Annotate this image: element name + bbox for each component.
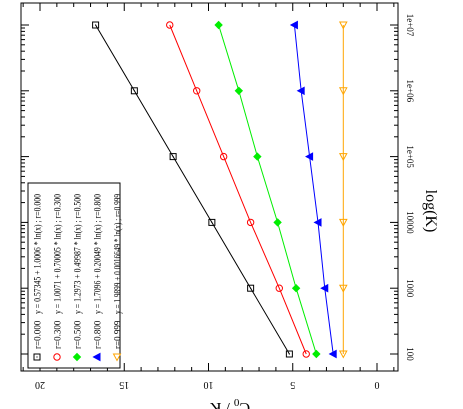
legend-fit-label: y = 1.9899 + 0.0016649 * ln(x) ; r=0.999 [113,194,123,314]
legend-fit-label: y = 1.0071 + 0.70005 * ln(x) ; r=0.300 [53,194,63,314]
series-r=0.500 [214,20,321,359]
legend-marker [112,353,122,362]
y-tick-label: 0 [375,379,380,390]
data-point [320,283,329,293]
series-r=0.000 [92,21,293,358]
data-point [253,152,262,161]
svg-text:C0 / K: C0 / K [209,396,250,409]
legend-marker-center [36,356,38,358]
data-point-center [250,287,252,289]
legend-entry: r=0.500 y = 1.2973 + 0.49987 * ln(x) ; r=… [72,194,83,362]
legend-entry: r=0.800 y = 1.7096 + 0.20049 * ln(x) ; r=… [92,194,103,362]
legend-marker [92,352,101,362]
x-tick-label: 10000 [405,211,415,234]
data-point [275,284,283,292]
legend-marker [33,353,41,361]
legend-entry: r=0.999 y = 1.9899 + 0.0016649 * ln(x) ; … [112,194,123,362]
data-point [273,218,282,227]
data-point [338,218,348,227]
legend-fit-label: y = 1.2973 + 0.49987 * ln(x) ; r=0.500 [73,194,83,314]
data-point [313,218,322,227]
data-point [234,86,244,96]
legend-marker [72,352,82,362]
data-point [166,21,174,29]
data-point [328,349,337,359]
y-tick-label: 20 [35,379,45,390]
data-point [338,284,348,293]
legend-fit-label: y = 1.7096 + 0.20049 * ln(x) ; r=0.800 [93,194,103,314]
data-point [92,21,100,29]
y-tick-label: 15 [119,379,129,390]
y-tick-label: 10 [204,379,214,390]
y-axis-label: C0 / K [209,396,250,409]
data-point-center [211,221,213,223]
legend-marker [53,353,61,361]
data-point [291,283,301,293]
data-point [214,20,223,30]
data-point [193,87,201,95]
data-point [338,350,348,359]
y-axis-label-rest: / K [209,399,233,409]
legend-fit-label: y = 0.57345 + 1.0006 * ln(x) ; r=0.000 [33,194,43,314]
data-point [305,152,314,161]
series-r=0.999 [338,21,348,359]
x-axis-label: log(K) [422,190,439,233]
x-tick-label: 1e+06 [405,80,415,103]
data-point [130,87,138,95]
series-line [293,24,334,355]
y-axis-label-subscript: 0 [233,396,239,408]
data-point [302,350,310,358]
data-point [338,153,348,162]
x-tick-label: 1000 [405,279,415,298]
legend-label: r=0.300 [53,320,63,349]
legend-entry: r=0.300 y = 1.0071 + 0.70005 * ln(x) ; r=… [53,194,63,361]
data-point-center [172,156,174,158]
data-point [338,87,348,96]
legend-entry: r=0.000 y = 0.57345 + 1.0006 * ln(x) ; r=… [33,194,43,361]
data-series [92,20,348,359]
data-point [338,21,348,30]
data-point [312,349,321,359]
data-point [247,284,255,292]
series-line [169,24,307,355]
data-point [296,86,305,96]
x-tick-label: 1e+07 [405,14,415,37]
data-point [208,218,216,226]
data-point-center [95,24,97,26]
legend-label: r=0.800 [93,320,103,349]
data-point [246,218,255,227]
x-tick-label: 1e+05 [405,145,415,168]
data-point-center [133,90,135,92]
legend-box [27,182,121,369]
x-tick-label: 100 [405,347,415,361]
plot-frame [20,2,399,372]
data-point [169,153,177,161]
series-line [218,24,317,355]
legend-label: r=0.500 [73,320,83,349]
series-r=0.300 [166,21,310,358]
legend-label: r=0.999 [113,320,123,349]
data-point-center [288,353,290,355]
data-point [285,350,293,358]
legend: r=0.000 y = 0.57345 + 1.0006 * ln(x) ; r=… [27,182,123,369]
y-tick-label: 5 [290,379,295,390]
data-point [289,20,298,30]
data-point [219,152,228,161]
legend-label: r=0.000 [33,320,43,349]
series-line [95,24,290,355]
series-r=0.800 [289,20,337,359]
